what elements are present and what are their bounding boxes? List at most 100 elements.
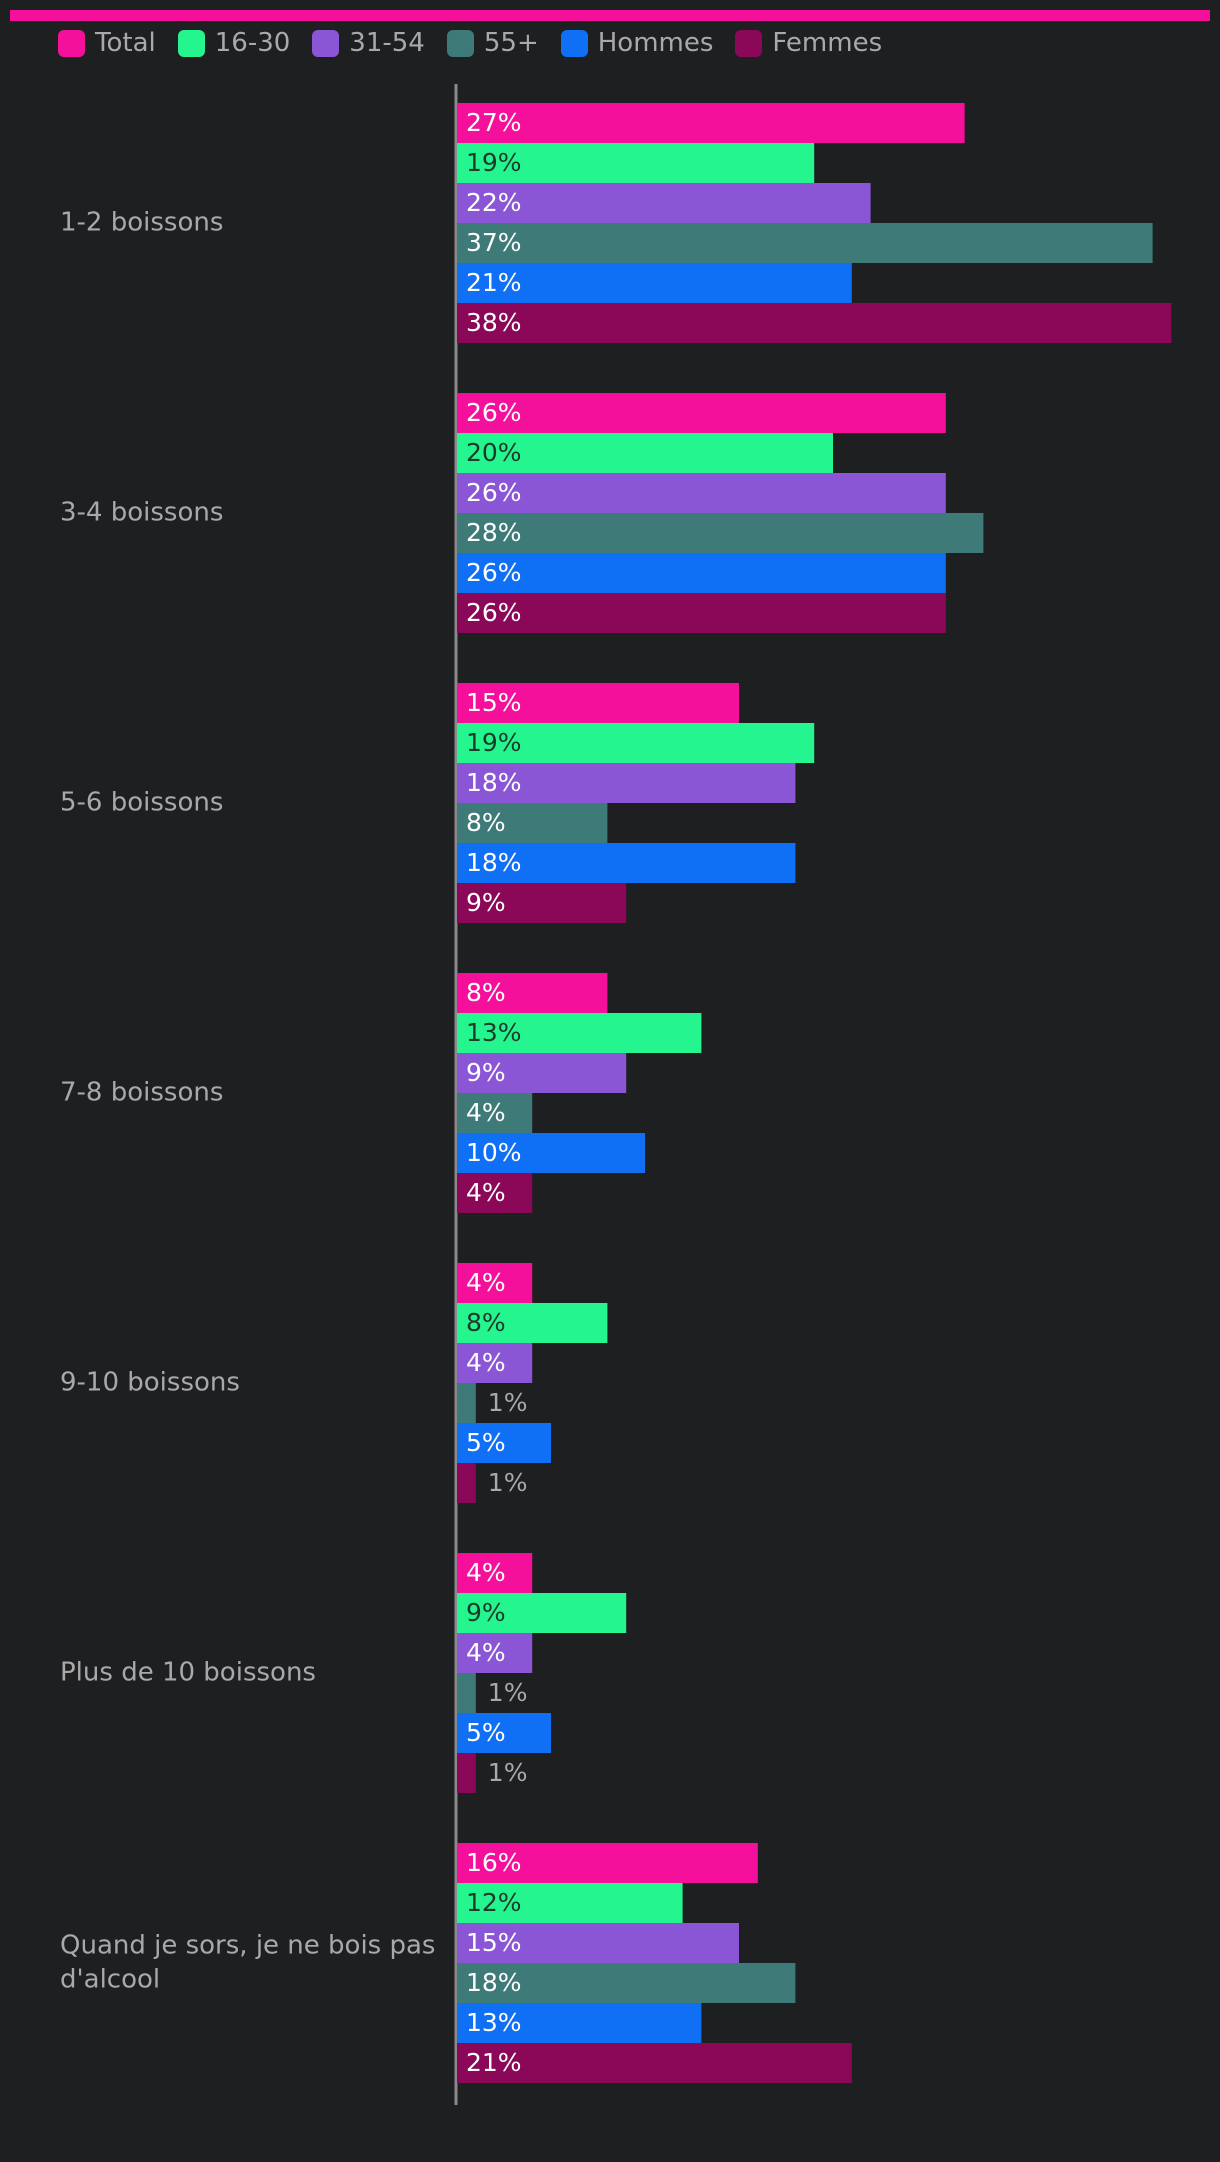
category-label: Quand je sors, je ne bois pas d'alcool xyxy=(60,1931,435,1995)
legend-label: 55+ xyxy=(483,28,539,58)
data-label: 18% xyxy=(466,848,522,877)
chart-legend: Total 16-30 31-54 55+ Hommes Femmes xyxy=(58,24,904,62)
category-label: 3-4 boissons xyxy=(60,498,223,528)
legend-swatch xyxy=(560,29,588,57)
data-label: 8% xyxy=(466,1308,506,1337)
category-label: 7-8 boissons xyxy=(60,1078,223,1108)
data-label: 21% xyxy=(466,268,522,297)
data-label: 19% xyxy=(466,728,522,757)
data-label: 21% xyxy=(466,2048,522,2077)
category-label: 5-6 boissons xyxy=(60,788,223,818)
bar-hommes[interactable] xyxy=(457,263,852,303)
data-label: 28% xyxy=(466,518,522,547)
bar-femmes[interactable] xyxy=(457,883,627,923)
bar-16-30[interactable] xyxy=(457,1013,702,1053)
legend-label: Femmes xyxy=(772,28,883,58)
data-label: 18% xyxy=(466,768,522,797)
bar-16-30[interactable] xyxy=(457,1593,627,1633)
legend-item-55-[interactable]: 55+ xyxy=(446,28,539,58)
data-label: 5% xyxy=(466,1428,506,1457)
bar-femmes[interactable] xyxy=(457,593,946,633)
data-label: 4% xyxy=(466,1268,506,1297)
data-label: 9% xyxy=(466,888,506,917)
bar-31-54[interactable] xyxy=(457,1343,533,1383)
bar-femmes[interactable] xyxy=(457,1753,476,1793)
legend-swatch xyxy=(446,29,474,57)
legend-label: 16-30 xyxy=(214,28,291,58)
bar-55-[interactable] xyxy=(457,1963,796,2003)
bar-total[interactable] xyxy=(457,1553,533,1593)
bar-55-[interactable] xyxy=(457,223,1153,263)
legend-item-hommes[interactable]: Hommes xyxy=(560,28,714,58)
data-label: 15% xyxy=(466,688,522,717)
data-label: 9% xyxy=(466,1058,506,1087)
legend-label: Total xyxy=(95,28,156,58)
top-accent-bar xyxy=(10,10,1210,21)
data-label: 4% xyxy=(466,1178,506,1207)
bar-total[interactable] xyxy=(457,1843,758,1883)
bar-hommes[interactable] xyxy=(457,1133,645,1173)
bar-31-54[interactable] xyxy=(457,1923,739,1963)
data-label: 26% xyxy=(466,558,522,587)
legend-item-16-30[interactable]: 16-30 xyxy=(177,28,291,58)
bar-31-54[interactable] xyxy=(457,1053,627,1093)
bar-total[interactable] xyxy=(457,103,965,143)
bar-hommes[interactable] xyxy=(457,843,796,883)
bar-hommes[interactable] xyxy=(457,1423,551,1463)
bar-hommes[interactable] xyxy=(457,553,946,593)
bar-total[interactable] xyxy=(457,683,739,723)
data-label: 22% xyxy=(466,188,522,217)
data-label: 27% xyxy=(466,108,522,137)
data-label: 1% xyxy=(488,1758,528,1787)
bar-31-54[interactable] xyxy=(457,1633,533,1673)
legend-item-31-54[interactable]: 31-54 xyxy=(312,28,425,58)
bar-55-[interactable] xyxy=(457,513,984,553)
data-label: 1% xyxy=(488,1678,528,1707)
bar-femmes[interactable] xyxy=(457,303,1172,343)
legend-item-femmes[interactable]: Femmes xyxy=(735,28,882,58)
data-label: 4% xyxy=(466,1098,506,1127)
bar-55-[interactable] xyxy=(457,1093,533,1133)
bar-55-[interactable] xyxy=(457,1383,476,1423)
data-label: 13% xyxy=(466,2008,522,2037)
data-label: 16% xyxy=(466,1848,522,1877)
bar-31-54[interactable] xyxy=(457,473,946,513)
data-label: 26% xyxy=(466,598,522,627)
bar-hommes[interactable] xyxy=(457,1713,551,1753)
data-label: 4% xyxy=(466,1348,506,1377)
data-label: 9% xyxy=(466,1598,506,1627)
data-label: 5% xyxy=(466,1718,506,1747)
bar-total[interactable] xyxy=(457,973,608,1013)
bar-femmes[interactable] xyxy=(457,2043,852,2083)
bar-16-30[interactable] xyxy=(457,1303,608,1343)
bar-55-[interactable] xyxy=(457,803,608,843)
bar-31-54[interactable] xyxy=(457,183,871,223)
bar-femmes[interactable] xyxy=(457,1173,533,1213)
data-label: 19% xyxy=(466,148,522,177)
category-label: Plus de 10 boissons xyxy=(60,1658,316,1688)
bar-31-54[interactable] xyxy=(457,763,796,803)
data-label: 4% xyxy=(466,1638,506,1667)
bar-16-30[interactable] xyxy=(457,1883,683,1923)
data-label: 15% xyxy=(466,1928,522,1957)
bar-16-30[interactable] xyxy=(457,723,815,763)
bar-femmes[interactable] xyxy=(457,1463,476,1503)
data-label: 26% xyxy=(466,478,522,507)
legend-swatch xyxy=(58,29,85,57)
data-label: 13% xyxy=(466,1018,522,1047)
bar-16-30[interactable] xyxy=(457,433,833,473)
bar-hommes[interactable] xyxy=(457,2003,702,2043)
data-label: 10% xyxy=(466,1138,522,1167)
data-label: 38% xyxy=(466,308,522,337)
data-label: 12% xyxy=(466,1888,522,1917)
legend-label: 31-54 xyxy=(349,28,425,58)
bar-16-30[interactable] xyxy=(457,143,815,183)
bar-total[interactable] xyxy=(457,393,946,433)
data-label: 20% xyxy=(466,438,522,467)
bar-55-[interactable] xyxy=(457,1673,476,1713)
legend-item-total[interactable]: Total xyxy=(58,28,156,58)
legend-label: Hommes xyxy=(597,28,714,58)
data-label: 8% xyxy=(466,978,506,1007)
category-label: 1-2 boissons xyxy=(60,208,223,238)
bar-total[interactable] xyxy=(457,1263,533,1303)
